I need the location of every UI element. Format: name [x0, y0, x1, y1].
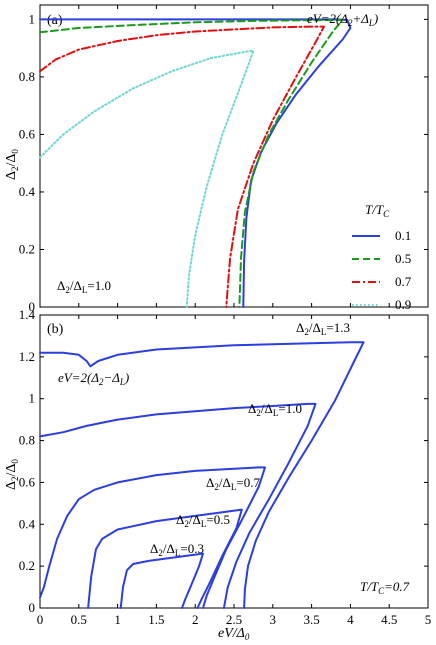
y-tick-label: 0.8 [19, 433, 35, 448]
y-tick-label: 0.4 [19, 516, 36, 531]
y-tick-label: 0 [29, 299, 36, 314]
legend-label: 0.9 [395, 297, 411, 312]
panel-b-annotation-left: eV=2(Δ2−ΔL) [58, 370, 129, 387]
legend: T/TC 0.1 0.5 0.7 0.9 [352, 202, 412, 312]
x-tick-label: 2.5 [226, 612, 242, 627]
x-tick-label: 3.5 [303, 612, 319, 627]
curve-label: Δ2/ΔL=1.3 [296, 320, 350, 337]
curve-label: Δ2/ΔL=0.5 [176, 512, 230, 529]
panel-a: (a) 0 0.2 0.4 0.6 0.8 1 Δ2/Δ0 eV=2(Δ2+ΔL) Δ2/… [4, 4, 429, 314]
curve-label: Δ2/ΔL=1.0 [248, 401, 302, 418]
series-line [119, 552, 204, 609]
series-line [39, 341, 365, 609]
panel-a-label: (a) [47, 13, 63, 28]
series-line [39, 19, 344, 308]
series-line [87, 508, 243, 609]
legend-label: 0.5 [395, 251, 411, 266]
x-tick-label: 2 [192, 612, 199, 627]
x-tick-label: 4 [347, 612, 354, 627]
panel-b-xlabel: eV/Δ0 [218, 626, 250, 642]
y-tick-label: 1.4 [19, 307, 36, 322]
x-tick-label: 1.5 [148, 612, 164, 627]
x-tick-label: 0 [37, 612, 44, 627]
curve-label: Δ2/ΔL=0.3 [150, 541, 204, 558]
series-line [39, 50, 255, 308]
panel-b-ylabel: Δ2/Δ0 [4, 459, 20, 490]
panel-b-label: (b) [47, 322, 64, 337]
y-tick-label: 0 [29, 600, 36, 615]
y-tick-label: 0.2 [19, 241, 35, 256]
legend-title: T/TC [365, 202, 390, 219]
curve-label: Δ2/ΔL=0.7 [206, 475, 260, 492]
panel-b: (b) 0 0.2 0.4 0.6 0.8 1 1.2 1.4 0 0.5 1 1.5 2 2.5 3 3.5… [4, 307, 431, 642]
x-tick-label: 3 [270, 612, 277, 627]
y-tick-label: 1 [29, 11, 36, 26]
x-tick-label: 5 [425, 612, 432, 627]
y-tick-label: 0.6 [19, 126, 36, 141]
y-tick-label: 0.4 [19, 184, 36, 199]
panel-a-annotation-top: eV=2(Δ2+ΔL) [307, 11, 378, 28]
panel-b-annotation-temp: T/TC=0.7 [360, 579, 410, 596]
panel-a-frame [39, 4, 429, 308]
panel-a-annotation-ratio: Δ2/ΔL=1.0 [57, 278, 111, 295]
y-tick-label: 1 [29, 391, 36, 406]
panel-b-frame [39, 314, 429, 609]
y-tick-label: 0.6 [19, 474, 36, 489]
y-tick-label: 1.2 [19, 349, 35, 364]
x-tick-label: 4.5 [381, 612, 397, 627]
x-tick-label: 1 [114, 612, 121, 627]
x-tick-label: 0.5 [71, 612, 87, 627]
y-tick-label: 0.2 [19, 558, 35, 573]
series-line [39, 18, 352, 308]
y-tick-label: 0.8 [19, 69, 35, 84]
series-line [39, 402, 317, 609]
series-line [39, 25, 325, 308]
legend-label: 0.7 [395, 274, 412, 289]
panel-a-ylabel: Δ2/Δ0 [4, 149, 20, 180]
legend-label: 0.1 [395, 228, 411, 243]
